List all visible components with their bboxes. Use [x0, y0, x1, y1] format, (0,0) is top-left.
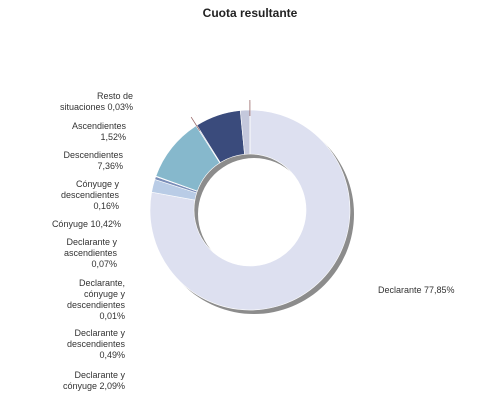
- slice-label: Ascendientes 1,52%: [72, 121, 127, 142]
- slice-label: Declarante, cónyuge y descendientes 0,01%: [67, 278, 126, 321]
- slice-label: Resto de situaciones 0,03%: [60, 91, 133, 112]
- slice-label: Declarante y cónyuge 2,09%: [63, 370, 126, 391]
- leader-line: [190, 116, 201, 131]
- slice-label: Cónyuge y descendientes 0,16%: [61, 179, 120, 211]
- slice-label: Cónyuge 10,42%: [52, 219, 121, 229]
- slice-label: Declarante y ascendientes 0,07%: [64, 237, 118, 269]
- slice-label: Declarante 77,85%: [378, 285, 455, 295]
- slice-label: Descendientes 7,36%: [63, 150, 123, 171]
- chart-title: Cuota resultante: [202, 6, 298, 20]
- slice-label: Declarante y descendientes 0,49%: [67, 328, 126, 360]
- pie-slice: [149, 109, 351, 311]
